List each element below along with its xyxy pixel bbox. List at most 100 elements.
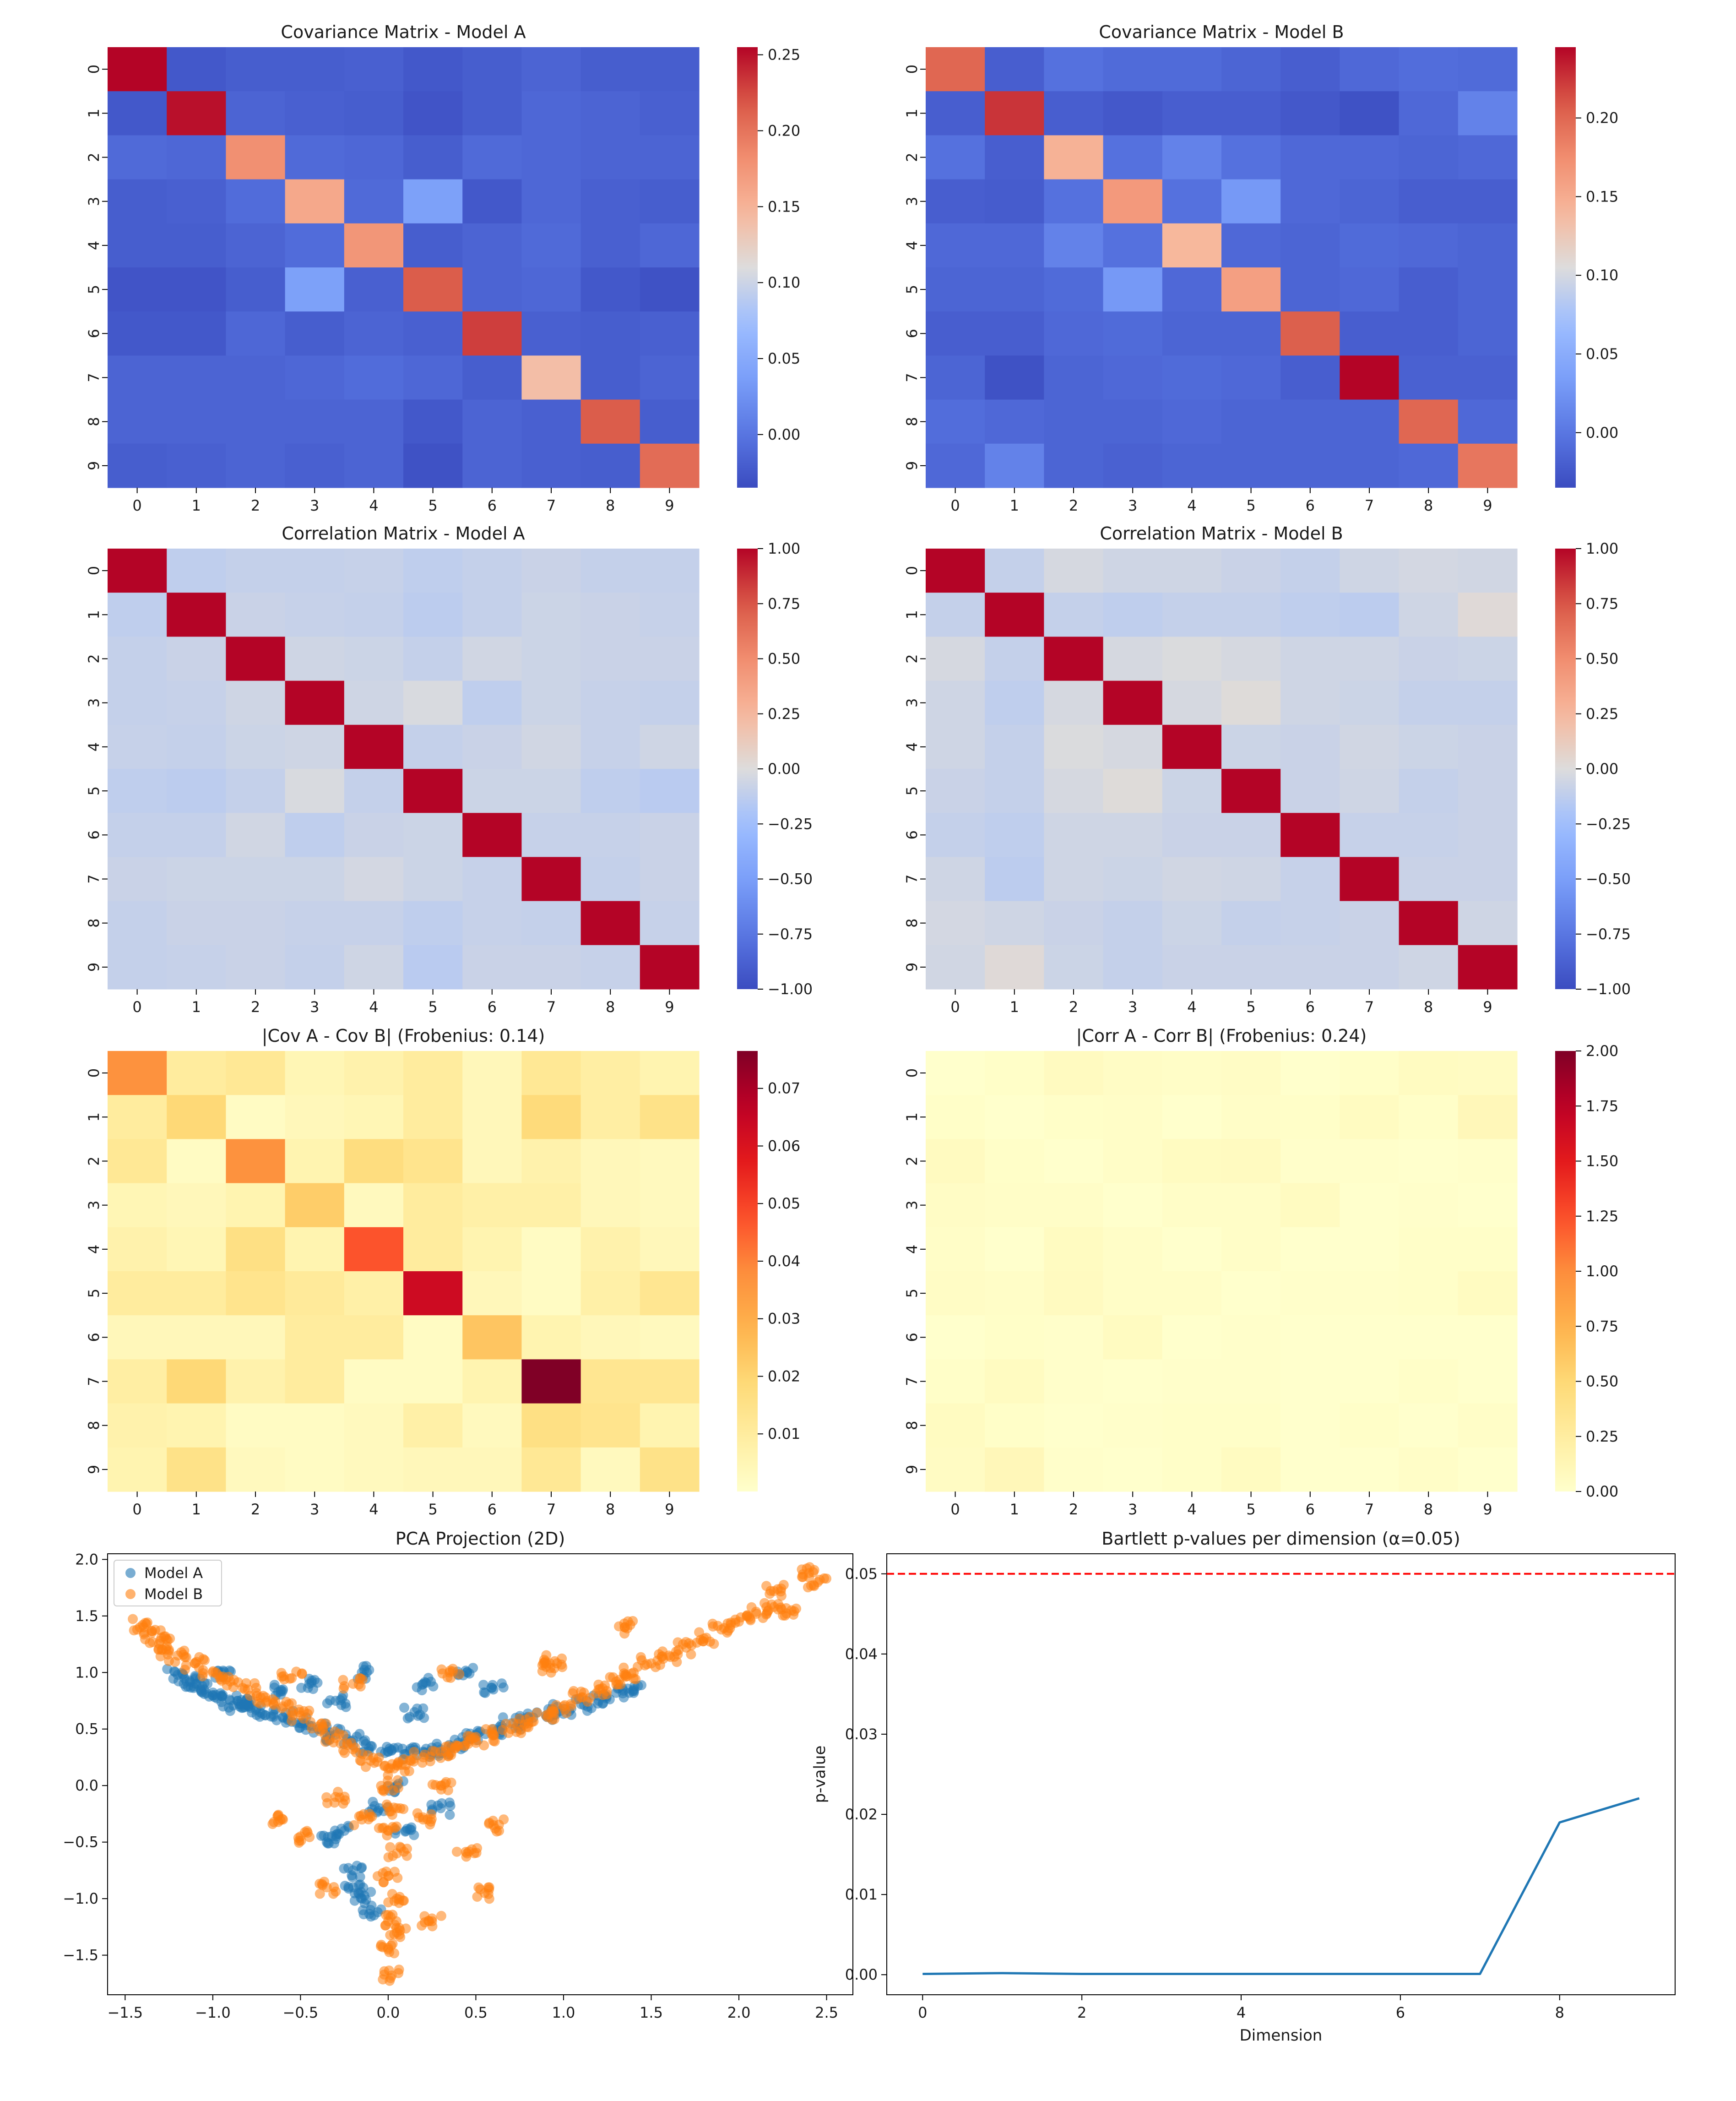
heatmap-cell — [1221, 267, 1281, 312]
heatmap-cell — [285, 1227, 345, 1272]
heatmap-cell — [1340, 267, 1400, 312]
heatmap-cell — [403, 135, 463, 180]
scatter-point — [339, 1748, 350, 1758]
scatter-point — [394, 1894, 404, 1905]
heatmap-cell — [1044, 355, 1104, 400]
y-tick-label: 8 — [903, 417, 921, 426]
heatmap-cell — [226, 637, 286, 681]
colorbar-tick-label: 0.00 — [1586, 424, 1618, 441]
heatmap-cell — [1280, 724, 1340, 769]
heatmap-cell — [926, 179, 985, 224]
scatter-point — [380, 1920, 391, 1931]
heatmap-cell — [167, 443, 226, 488]
heatmap-cell — [1340, 47, 1400, 92]
heatmap-cell — [108, 680, 167, 725]
heatmap-cell — [285, 724, 345, 769]
heatmap-cell — [1458, 1271, 1518, 1316]
heatmap-cell — [1399, 223, 1459, 268]
heatmap-cell — [580, 593, 640, 637]
x-tick-label: 5 — [428, 497, 437, 514]
heatmap-cell — [521, 1051, 581, 1095]
heatmap-cell — [167, 857, 226, 902]
heatmap-cell — [344, 311, 404, 356]
heatmap-cell — [1162, 593, 1222, 637]
heatmap-cell — [1340, 135, 1400, 180]
heatmap-cell — [1340, 1051, 1400, 1095]
chart-title: Covariance Matrix - Model A — [281, 22, 526, 42]
heatmap-cell — [1458, 1403, 1518, 1448]
x-tick-label: 2 — [251, 998, 260, 1016]
heatmap-cell — [344, 1183, 404, 1228]
heatmap-cell — [1103, 945, 1163, 990]
heatmap-cell — [1044, 223, 1104, 268]
heatmap-cell — [1399, 1095, 1459, 1139]
heatmap-cell — [926, 443, 985, 488]
scatter-point — [343, 1863, 353, 1873]
heatmap-cell — [344, 637, 404, 681]
heatmap-cell — [1103, 724, 1163, 769]
heatmap-cell — [462, 1227, 522, 1272]
heatmap-cell — [580, 267, 640, 312]
heatmap-cell — [1044, 311, 1104, 356]
heatmap-cell — [1162, 1403, 1222, 1448]
heatmap-cell — [640, 135, 700, 180]
scatter-point — [579, 1687, 589, 1698]
y-tick-label: 3 — [85, 1201, 103, 1210]
heatmap-cell — [1221, 593, 1281, 637]
heatmap-cell — [1044, 1315, 1104, 1360]
heatmap-cell — [108, 179, 167, 224]
heatmap-cell — [640, 1095, 700, 1139]
scatter-point — [392, 1775, 403, 1785]
x-tick-label: 6 — [1306, 1501, 1315, 1518]
x-tick-label: 0.5 — [464, 2004, 488, 2021]
heatmap-cell — [403, 355, 463, 400]
y-tick-label: 0.04 — [845, 1645, 878, 1663]
heatmap-cell — [985, 355, 1044, 400]
heatmap-cell — [985, 311, 1044, 356]
heatmap-cell — [580, 1051, 640, 1095]
heatmap-cell — [1044, 1139, 1104, 1184]
heatmap-cell — [640, 1227, 700, 1272]
heatmap-cell — [285, 1051, 345, 1095]
heatmap-cell — [1221, 813, 1281, 857]
heatmap-cell — [1399, 637, 1459, 681]
scatter-point — [202, 1678, 213, 1689]
scatter-point — [428, 1681, 439, 1692]
heatmap-cell — [1103, 680, 1163, 725]
heatmap-cell — [580, 1447, 640, 1492]
heatmap-cell — [403, 813, 463, 857]
heatmap-cell — [1280, 443, 1340, 488]
scatter-point — [329, 1882, 339, 1892]
x-tick-label: 2.5 — [815, 2004, 838, 2021]
heatmap-cell — [167, 135, 226, 180]
chart-title: |Corr A - Corr B| (Frobenius: 0.24) — [1076, 1026, 1367, 1046]
x-tick-label: 6 — [1306, 497, 1315, 514]
scatter-point — [430, 1747, 440, 1757]
scatter-point — [483, 1882, 494, 1893]
heatmap-cell — [1162, 311, 1222, 356]
heatmap-cell — [1044, 1183, 1104, 1228]
heatmap-cell — [108, 355, 167, 400]
x-tick-label: 0 — [132, 497, 141, 514]
heatmap-cell — [108, 1139, 167, 1184]
x-tick-label: 6 — [1396, 2004, 1405, 2021]
x-tick-label: −0.5 — [283, 2004, 319, 2021]
heatmap-cell — [580, 1359, 640, 1404]
x-tick-label: 0 — [132, 998, 141, 1016]
heatmap-cell — [1340, 637, 1400, 681]
colorbar-tick-label: −0.50 — [768, 871, 813, 888]
heatmap-cell — [1103, 179, 1163, 224]
x-tick-label: 3 — [310, 1501, 319, 1518]
heatmap-cell — [580, 857, 640, 902]
heatmap-cell — [521, 311, 581, 356]
heatmap-cell — [1280, 267, 1340, 312]
heatmap-cell — [403, 1315, 463, 1360]
scatter-point — [383, 1943, 393, 1953]
x-tick-label: 8 — [1424, 497, 1433, 514]
scatter-point — [330, 1726, 340, 1737]
heatmap-cell — [344, 901, 404, 946]
heatmap-cell — [1340, 1095, 1400, 1139]
scatter-points — [128, 1562, 831, 1986]
heatmap-cell — [1103, 1271, 1163, 1316]
heatmap-cell — [1103, 47, 1163, 92]
